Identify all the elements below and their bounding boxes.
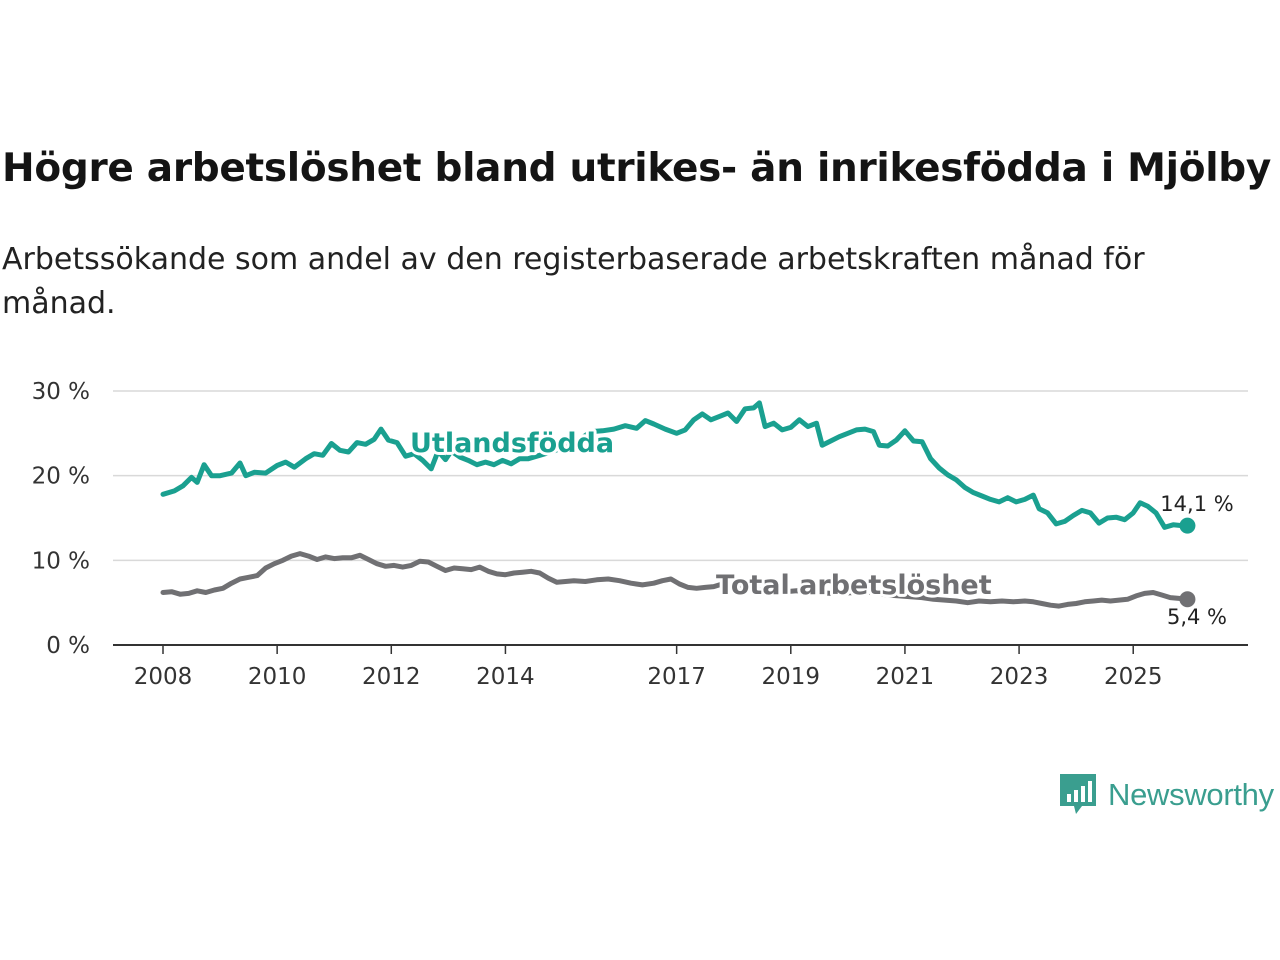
series-label-utlandsfodda: Utlandsfödda [410,428,614,459]
y-axis-ticks: 0 % 10 % 20 % 30 % [32,379,90,659]
series-labels: Utlandsfödda Total arbetslöshet 14,1 % 5… [407,425,1234,629]
end-value-total: 5,4 % [1167,605,1227,629]
x-tick-label: 2012 [362,664,421,690]
chart-subtitle: Arbetssökande som andel av den registerb… [2,242,1145,321]
x-tick-label: 2025 [1104,664,1163,690]
brand-name: Newsworthy [1108,777,1274,812]
series-line-utlandsfodda [160,400,1190,530]
y-tick-label: 20 % [32,464,90,490]
end-point-utlandsfodda [1179,517,1196,534]
newsworthy-logo-icon [1060,774,1096,814]
series-line-total [160,551,1190,609]
end-point-total [1179,591,1196,608]
brand-logo: Newsworthy [1058,772,1274,818]
y-tick-label: 30 % [32,379,90,405]
series-label-total: Total arbetslöshet [716,570,992,601]
x-tick-label: 2014 [476,664,535,690]
x-tick-label: 2023 [990,664,1049,690]
x-tick-label: 2008 [134,664,193,690]
end-value-utlandsfodda: 14,1 % [1160,492,1233,516]
x-tick-label: 2019 [762,664,821,690]
y-tick-label: 10 % [32,548,90,574]
x-tick-label: 2021 [876,664,935,690]
x-axis-ticks: 2008 2010 2012 2014 2017 2019 2021 2023 2025 [134,645,1163,690]
chart-title: Högre arbetslöshet bland utrikes- än inr… [2,146,1272,191]
y-gridlines [113,390,1248,562]
y-tick-label: 0 % [46,633,90,659]
x-tick-label: 2017 [647,664,706,690]
x-tick-label: 2010 [248,664,307,690]
series-lines [160,400,1196,609]
